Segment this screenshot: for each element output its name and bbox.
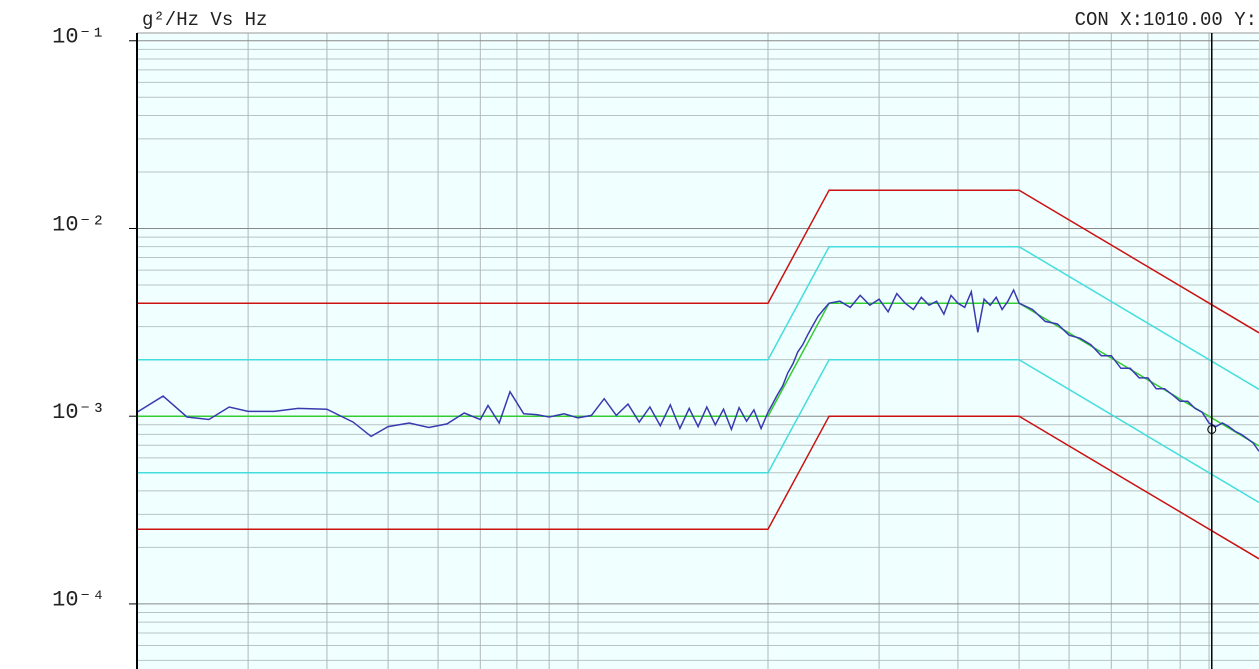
- series-line: [137, 245, 1259, 390]
- y-tick-label: 10⁻³: [52, 400, 105, 425]
- cursor-marker: [1207, 424, 1217, 434]
- y-tick-label: 10⁻²: [52, 212, 105, 237]
- y-tick-label: 10⁻¹: [52, 25, 105, 50]
- chart-title: g²/Hz Vs Hz: [142, 9, 267, 31]
- cursor-readout: CON X:1010.00 Y:: [1075, 9, 1257, 31]
- y-tick-label: 10⁻⁴: [52, 588, 105, 613]
- axes: 10⁻¹ 10⁻² 10⁻³ 10⁻⁴: [52, 25, 137, 613]
- traces: [137, 189, 1259, 560]
- series-line: [137, 358, 1259, 504]
- series-line: [137, 415, 1259, 560]
- series-line: [137, 189, 1259, 334]
- series-line: [137, 288, 1259, 452]
- plot-area: [137, 33, 1259, 669]
